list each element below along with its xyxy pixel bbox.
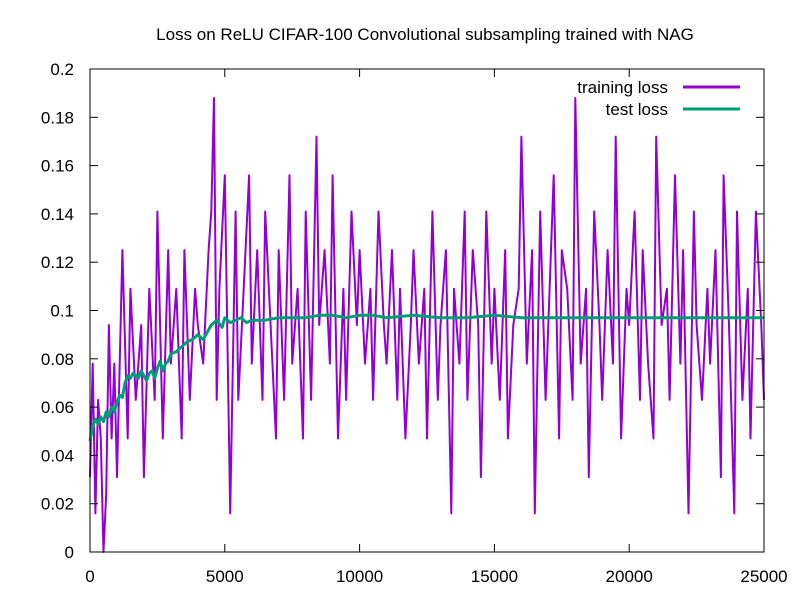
x-tick-label: 10000 [336,567,383,586]
x-tick-label: 5000 [206,567,244,586]
y-tick-label: 0.1 [50,302,74,321]
y-tick-label: 0.12 [41,253,74,272]
legend-label: test loss [606,100,668,119]
y-tick-label: 0.08 [41,350,74,369]
legend-label: training loss [577,78,668,97]
axes: 0 5000 10000 15000 20000 25000 0 0.02 0.04 0.06 0.… [41,60,788,586]
x-tick-label: 15000 [471,567,518,586]
y-tick-label: 0.2 [50,60,74,79]
y-tick-label: 0.14 [41,205,74,224]
legend: training loss test loss [577,78,740,119]
y-tick-label: 0.16 [41,157,74,176]
y-tick-label: 0.04 [41,446,74,465]
y-tick-label: 0.06 [41,398,74,417]
series-line-test-loss [88,313,764,442]
plot-area [88,97,765,553]
x-tick-label: 25000 [740,567,787,586]
y-tick-label: 0 [65,543,74,562]
y-tick-label: 0.18 [41,108,74,127]
chart-title: Loss on ReLU CIFAR-100 Convolutional sub… [156,25,694,44]
y-tick-label: 0.02 [41,495,74,514]
x-tick-label: 20000 [606,567,653,586]
x-tick-label: 0 [85,567,94,586]
series-line-training-loss [89,97,765,553]
